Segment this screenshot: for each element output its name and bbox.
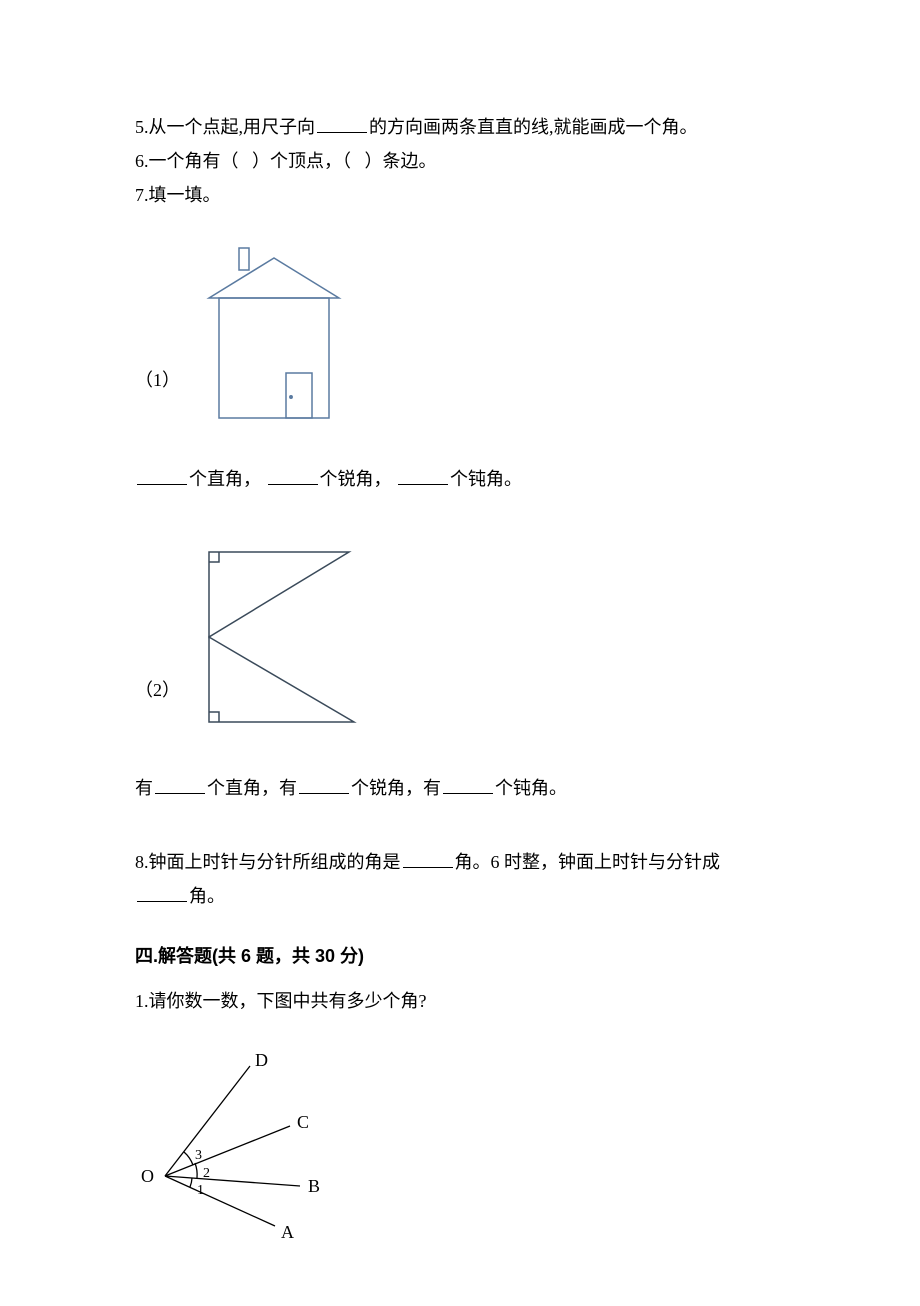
q6-a: 6.一个角有（ [135,151,239,171]
q5-suffix: 的方向画两条直直的线,就能画成一个角。 [369,117,698,137]
q7-p1-answer: 个直角， 个锐角， 个钝角。 [135,462,800,496]
q6-c: ）条边。 [365,151,437,171]
k-shape-diagram [194,542,369,737]
q7-p2-answer: 有 个直角，有 个锐角，有 个钝角。 [135,771,800,805]
label-1: 1 [197,1183,204,1198]
label-A: A [281,1222,294,1242]
label-2: 2 [203,1166,210,1181]
q5-blank [317,115,367,133]
blank [299,776,349,794]
blank [398,466,448,484]
label-B: B [308,1176,320,1196]
blank [137,884,187,902]
label-3: 3 [195,1148,202,1163]
label-O: O [141,1166,154,1186]
q8-line2: 角。 [135,879,800,913]
q5-prefix: 5.从一个点起,用尺子向 [135,117,315,137]
q7-fig1-label: （1） [135,363,180,397]
blank [443,776,493,794]
blank [268,466,318,484]
q6-line: 6.一个角有（ ）个顶点，（ ）条边。 [135,144,800,178]
q7-title: 7.填一填。 [135,178,800,212]
section4-title: 四.解答题(共 6 题，共 30 分) [135,939,800,973]
q8-p2: 角。 [189,886,225,906]
q5-line: 5.从一个点起,用尺子向 的方向画两条直直的线,就能画成一个角。 [135,110,800,144]
q6-b: ）个顶点，（ [252,151,351,171]
q7-fig2-wrap: （2） [135,542,800,737]
q7-p1-a: 个直角， [189,469,261,489]
q7-p2-d: 个钝角。 [495,778,567,798]
q7-fig2-label: （2） [135,673,180,707]
blank [155,776,205,794]
q8-p1b: 角。6 时整，钟面上时针与分针成 [455,852,721,872]
label-D: D [255,1050,268,1070]
s4q1-text: 1.请你数一数，下图中共有多少个角? [135,984,800,1018]
q8-p1a: 8.钟面上时针与分针所组成的角是 [135,852,401,872]
blank [403,850,453,868]
blank [137,466,187,484]
q7-p2-c: 个锐角，有 [351,778,441,798]
q7-p2-b: 个直角，有 [207,778,297,798]
house-diagram [194,243,354,428]
q8-line1: 8.钟面上时针与分针所组成的角是 角。6 时整，钟面上时针与分针成 [135,845,800,879]
angle-rays-diagram: O A B C D 1 2 3 [135,1046,355,1246]
q7-p1-c: 个钝角。 [450,469,522,489]
label-C: C [297,1112,309,1132]
angle-fig-wrap: O A B C D 1 2 3 [135,1046,800,1246]
q7-p2-a: 有 [135,778,153,798]
q7-p1-b: 个锐角， [320,469,392,489]
q7-fig1-wrap: （1） [135,243,800,428]
page-content: 5.从一个点起,用尺子向 的方向画两条直直的线,就能画成一个角。 6.一个角有（ … [0,0,920,1306]
